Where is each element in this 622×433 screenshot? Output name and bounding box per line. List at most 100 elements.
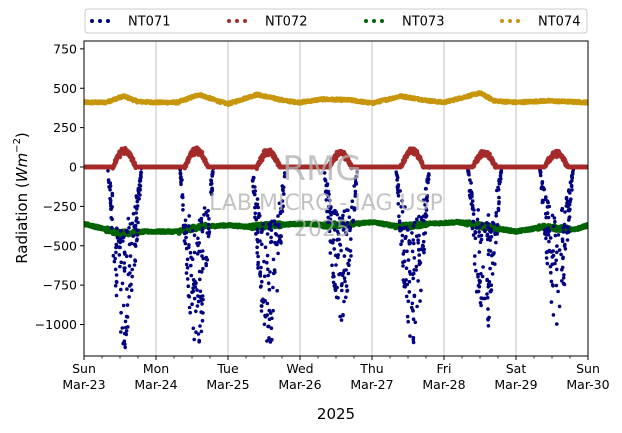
point-nt071 (130, 267, 134, 272)
point-nt071 (126, 272, 131, 277)
point-nt071 (182, 239, 187, 243)
point-nt071 (416, 279, 420, 283)
point-nt071 (259, 309, 264, 313)
point-nt071 (545, 205, 550, 209)
point-nt071 (494, 240, 498, 245)
point-nt071 (271, 257, 276, 262)
point-nt071 (555, 267, 559, 272)
point-nt071 (470, 226, 475, 231)
point-nt071 (401, 252, 406, 256)
point-nt071 (181, 195, 185, 200)
point-nt071 (188, 310, 192, 315)
point-nt071 (201, 297, 205, 302)
point-nt071 (258, 285, 263, 289)
point-nt071 (258, 272, 262, 276)
point-nt071 (209, 181, 214, 186)
point-nt071 (114, 279, 119, 284)
point-nt071 (260, 242, 264, 247)
point-nt071 (276, 251, 280, 256)
point-nt071 (473, 230, 478, 234)
point-nt071 (114, 273, 119, 277)
point-nt071 (265, 301, 270, 306)
point-nt071 (549, 250, 554, 254)
point-nt071 (115, 226, 119, 231)
point-nt071 (252, 175, 256, 180)
point-nt071 (200, 302, 204, 306)
point-nt071 (138, 193, 142, 197)
point-nt071 (423, 231, 428, 235)
point-nt071 (127, 226, 131, 230)
point-nt071 (412, 268, 417, 272)
legend-marker (516, 19, 520, 23)
point-nt071 (137, 183, 142, 187)
point-nt071 (394, 170, 399, 174)
point-nt071 (483, 229, 487, 233)
point-nt071 (488, 266, 492, 271)
point-nt071 (114, 250, 118, 255)
point-nt071 (331, 271, 336, 276)
point-nt071 (273, 270, 277, 275)
point-nt071 (331, 280, 336, 285)
point-nt071 (108, 196, 112, 201)
point-nt071 (478, 225, 482, 229)
point-nt071 (126, 325, 130, 329)
point-nt071 (487, 248, 491, 253)
point-nt071 (565, 238, 570, 242)
point-nt071 (407, 269, 412, 274)
point-nt071 (476, 208, 481, 212)
point-nt071 (569, 197, 573, 201)
point-nt071 (559, 252, 563, 257)
point-nt071 (121, 341, 125, 346)
point-nt071 (410, 249, 415, 254)
point-nt071 (127, 242, 132, 247)
point-nt071 (194, 309, 198, 314)
point-nt071 (557, 304, 562, 309)
point-nt071 (128, 254, 133, 258)
point-nt071 (472, 208, 476, 212)
point-nt071 (399, 242, 403, 247)
point-nt071 (560, 206, 565, 211)
point-nt071 (265, 232, 270, 236)
point-nt071 (400, 233, 405, 238)
point-nt071 (266, 267, 270, 272)
point-nt071 (189, 263, 193, 268)
legend-label: NT073 (402, 15, 444, 30)
point-nt071 (493, 262, 497, 266)
point-nt071 (119, 260, 123, 265)
point-nt071 (407, 279, 412, 284)
point-nt071 (560, 265, 565, 270)
point-nt071 (544, 236, 548, 241)
point-nt071 (187, 305, 192, 310)
point-nt071 (265, 313, 269, 318)
point-nt071 (401, 264, 405, 268)
point-nt071 (126, 216, 131, 221)
point-nt071 (406, 228, 410, 232)
point-nt071 (135, 238, 139, 243)
point-nt071 (121, 303, 126, 308)
point-nt071 (566, 226, 571, 230)
point-nt071 (186, 224, 191, 228)
point-nt071 (492, 221, 496, 226)
point-nt071 (480, 222, 485, 226)
point-nt071 (427, 172, 431, 176)
point-nt071 (339, 318, 344, 322)
point-nt071 (339, 248, 343, 253)
point-nt071 (470, 199, 475, 203)
point-nt071 (553, 219, 557, 224)
point-nt071 (411, 238, 416, 242)
point-nt071 (410, 231, 414, 235)
point-nt071 (128, 222, 133, 226)
point-nt071 (486, 252, 491, 257)
point-nt071 (538, 171, 543, 175)
point-nt071 (127, 264, 132, 268)
point-nt071 (471, 219, 476, 224)
point-nt071 (254, 217, 258, 222)
point-nt071 (344, 295, 348, 300)
point-nt071 (334, 263, 338, 267)
point-nt071 (197, 340, 201, 344)
point-nt071 (127, 295, 131, 299)
point-nt071 (185, 277, 190, 281)
point-nt071 (187, 214, 191, 218)
point-nt071 (125, 303, 130, 307)
point-nt071 (549, 279, 554, 284)
